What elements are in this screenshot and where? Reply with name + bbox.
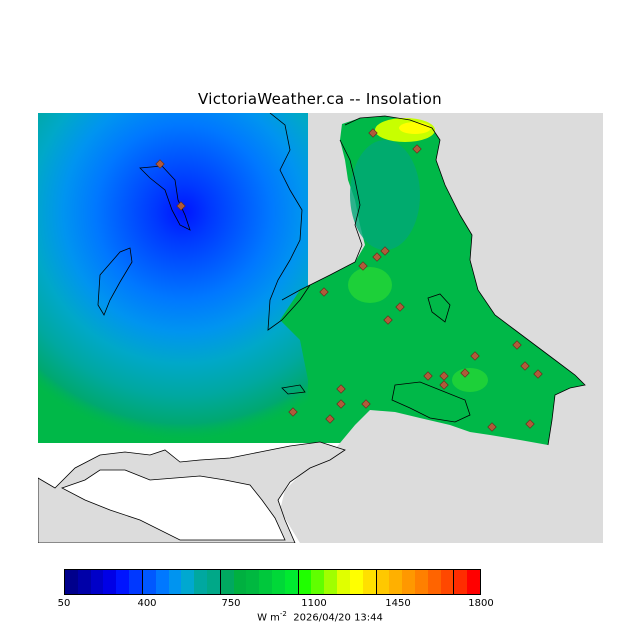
field-west-blue bbox=[38, 113, 308, 443]
coastline-east bbox=[344, 115, 586, 446]
colorbar-swatch bbox=[402, 570, 415, 594]
colorbar-swatch bbox=[194, 570, 207, 594]
station-marker[interactable] bbox=[319, 287, 329, 297]
colorbar-swatch bbox=[141, 570, 156, 594]
colorbar-swatch bbox=[467, 570, 480, 594]
units-exponent: -2 bbox=[279, 610, 287, 618]
colorbar-swatch bbox=[297, 570, 312, 594]
island-small-2 bbox=[427, 293, 451, 323]
station-marker[interactable] bbox=[533, 369, 543, 379]
coastline-inlet bbox=[281, 139, 363, 301]
coastline-west bbox=[267, 113, 311, 331]
station-marker[interactable] bbox=[336, 399, 346, 409]
colorbar-swatch bbox=[168, 570, 182, 594]
colorbar-swatch bbox=[129, 570, 142, 594]
station-marker[interactable] bbox=[412, 144, 422, 154]
colorbar-swatch bbox=[362, 570, 376, 594]
colorbar-swatch bbox=[233, 570, 247, 594]
colorbar-swatch bbox=[155, 570, 169, 594]
station-marker[interactable] bbox=[525, 419, 535, 429]
field-east-lime-2 bbox=[452, 368, 488, 392]
island-small-1 bbox=[281, 384, 306, 395]
station-marker[interactable] bbox=[439, 380, 449, 390]
field-east-teal bbox=[350, 140, 420, 250]
colorbar-swatch bbox=[284, 570, 298, 594]
colorbar-tick-label: 1450 bbox=[385, 598, 411, 609]
island-north bbox=[139, 165, 191, 231]
colorbar-tick-label: 1100 bbox=[301, 598, 327, 609]
peninsula-inner bbox=[60, 469, 286, 541]
colorbar-swatch bbox=[272, 570, 285, 594]
station-marker[interactable] bbox=[336, 384, 346, 394]
station-marker[interactable] bbox=[155, 159, 165, 169]
colorbar bbox=[64, 569, 481, 595]
colorbar-swatch bbox=[453, 570, 468, 594]
station-marker[interactable] bbox=[423, 371, 433, 381]
map-title: VictoriaWeather.ca -- Insolation bbox=[198, 90, 442, 108]
station-marker[interactable] bbox=[439, 371, 449, 381]
colorbar-tick-label: 50 bbox=[57, 598, 71, 609]
colorbar-swatch bbox=[116, 570, 130, 594]
island-texada bbox=[97, 247, 133, 316]
station-marker[interactable] bbox=[487, 422, 497, 432]
station-marker[interactable] bbox=[372, 252, 382, 262]
colorbar-caption: W m-2 2026/04/20 13:44 bbox=[0, 610, 640, 623]
station-marker[interactable] bbox=[368, 128, 378, 138]
colorbar-swatch bbox=[103, 570, 117, 594]
colorbar-swatch bbox=[389, 570, 403, 594]
station-marker[interactable] bbox=[358, 261, 368, 271]
station-marker[interactable] bbox=[470, 351, 480, 361]
colorbar-swatch bbox=[324, 570, 338, 594]
field-east-yellow-core bbox=[399, 122, 431, 134]
colorbar-swatch bbox=[337, 570, 350, 594]
colorbar-tick-label: 750 bbox=[221, 598, 241, 609]
station-markers bbox=[155, 128, 543, 432]
colorbar-swatch bbox=[90, 570, 104, 594]
colorbar-swatch bbox=[219, 570, 234, 594]
station-marker[interactable] bbox=[176, 201, 186, 211]
colorbar-tick-label: 1800 bbox=[468, 598, 494, 609]
colorbar-swatch bbox=[349, 570, 363, 594]
units-base: W m bbox=[257, 612, 280, 624]
colorbar-swatch bbox=[375, 570, 390, 594]
station-marker[interactable] bbox=[395, 302, 405, 312]
colorbar-swatch bbox=[311, 570, 325, 594]
station-marker[interactable] bbox=[325, 414, 335, 424]
station-marker[interactable] bbox=[383, 315, 393, 325]
colorbar-swatch bbox=[65, 570, 78, 594]
colorbar-swatch bbox=[414, 570, 428, 594]
colorbar-swatch bbox=[440, 570, 454, 594]
station-marker[interactable] bbox=[512, 340, 522, 350]
colorbar-swatch bbox=[246, 570, 260, 594]
station-marker[interactable] bbox=[520, 361, 530, 371]
station-marker[interactable] bbox=[361, 399, 371, 409]
gulf-islands bbox=[391, 381, 471, 423]
colorbar-swatch bbox=[427, 570, 441, 594]
station-marker[interactable] bbox=[380, 246, 390, 256]
colorbar-swatch bbox=[181, 570, 195, 594]
colorbar-swatch bbox=[206, 570, 220, 594]
colorbar-swatch bbox=[77, 570, 91, 594]
timestamp: 2026/04/20 13:44 bbox=[293, 612, 383, 624]
colorbar-tick-label: 400 bbox=[137, 598, 157, 609]
field-east-lime bbox=[348, 267, 392, 303]
colorbar-swatch bbox=[259, 570, 272, 594]
station-marker[interactable] bbox=[460, 368, 470, 378]
station-marker[interactable] bbox=[288, 407, 298, 417]
